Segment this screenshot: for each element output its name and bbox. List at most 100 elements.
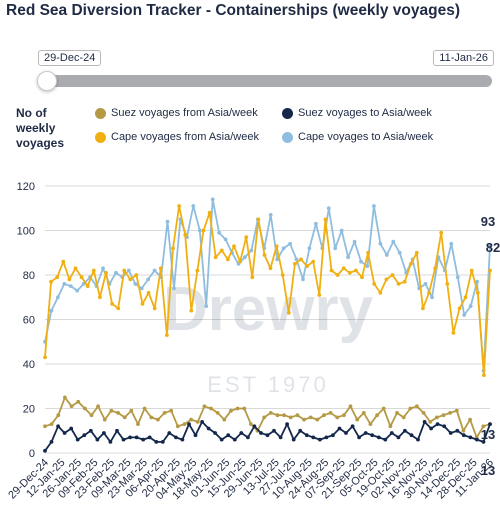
series-point-suez-from bbox=[375, 413, 379, 418]
series-point-cape-from bbox=[73, 266, 78, 271]
series-line-cape-to bbox=[44, 198, 491, 372]
series-point-suez-from bbox=[275, 413, 280, 418]
series-point-cape-from bbox=[299, 257, 303, 262]
series-point-suez-to bbox=[448, 431, 453, 435]
series-point-cape-from bbox=[457, 306, 462, 311]
series-point-suez-from bbox=[288, 415, 293, 420]
series-point-suez-to bbox=[174, 435, 178, 440]
date-range-slider[interactable]: 29-Dec-24 11-Jan-26 bbox=[0, 50, 500, 100]
series-point-suez-to bbox=[62, 431, 67, 435]
series-point-suez-from bbox=[342, 413, 346, 418]
series-point-suez-to bbox=[167, 431, 172, 435]
slider-handle[interactable] bbox=[37, 71, 57, 91]
y-tick-label-80: 80 bbox=[23, 270, 35, 282]
series-point-suez-to bbox=[134, 435, 139, 440]
series-point-cape-to bbox=[475, 279, 479, 284]
series-point-cape-from bbox=[427, 290, 431, 295]
series-point-cape-from bbox=[347, 270, 352, 275]
legend-item-suez-to[interactable]: Suez voyages to Asia/week bbox=[282, 107, 432, 119]
series-point-cape-from bbox=[475, 290, 480, 295]
series-point-cape-to bbox=[423, 282, 428, 286]
series-point-suez-from bbox=[215, 411, 220, 415]
series-point-suez-from bbox=[83, 406, 87, 411]
series-point-suez-to bbox=[461, 433, 466, 438]
series-point-cape-to bbox=[294, 257, 299, 262]
y-tick-label-100: 100 bbox=[17, 226, 35, 238]
series-point-suez-to bbox=[193, 433, 198, 438]
series-point-suez-from bbox=[209, 406, 213, 411]
series-point-suez-to bbox=[468, 435, 473, 440]
series-point-suez-from bbox=[222, 417, 227, 422]
series-point-cape-from bbox=[433, 266, 437, 271]
series-point-cape-from bbox=[317, 293, 322, 297]
series-point-suez-from bbox=[142, 406, 147, 411]
series-point-cape-from bbox=[91, 268, 96, 273]
series-point-cape-from bbox=[183, 233, 188, 237]
series-point-suez-to bbox=[206, 426, 211, 431]
series-point-cape-to bbox=[281, 246, 286, 251]
series-point-cape-from bbox=[201, 228, 206, 233]
series-point-cape-from bbox=[384, 277, 389, 282]
series-point-suez-to bbox=[370, 433, 375, 438]
legend-item-cape-to[interactable]: Cape voyages to Asia/week bbox=[282, 131, 433, 143]
series-point-suez-from bbox=[335, 415, 340, 420]
series-point-suez-to bbox=[43, 448, 47, 453]
y-tick-label-0: 0 bbox=[29, 448, 35, 460]
watermark-tagline: EST 1970 bbox=[207, 372, 328, 397]
series-point-suez-to bbox=[311, 435, 316, 440]
series-point-cape-from bbox=[311, 259, 316, 264]
end-label-suez-to: 13 bbox=[481, 463, 495, 478]
series-point-cape-from bbox=[140, 302, 145, 306]
series-point-suez-to bbox=[213, 431, 218, 435]
series-point-suez-to bbox=[226, 433, 231, 438]
series-point-cape-to bbox=[449, 241, 454, 246]
series-point-cape-to bbox=[191, 204, 196, 208]
series-point-cape-from bbox=[98, 295, 102, 300]
series-point-cape-from bbox=[451, 331, 456, 335]
y-tick-label-60: 60 bbox=[23, 315, 35, 327]
series-point-cape-to bbox=[391, 239, 396, 244]
series-point-suez-to bbox=[272, 428, 276, 433]
series-point-cape-from bbox=[372, 282, 377, 286]
series-point-cape-to bbox=[197, 228, 202, 233]
series-point-suez-to bbox=[291, 437, 296, 442]
legend-item-cape-from[interactable]: Cape voyages from Asia/week bbox=[95, 131, 259, 143]
series-point-suez-to bbox=[376, 435, 381, 440]
series-point-cape-to bbox=[165, 219, 170, 224]
series-point-cape-from bbox=[122, 268, 127, 273]
series-point-suez-from bbox=[415, 404, 419, 409]
legend-dot-cape-to bbox=[282, 131, 293, 143]
series-point-cape-to bbox=[133, 282, 138, 286]
series-point-cape-from bbox=[268, 266, 273, 271]
series-point-suez-from bbox=[308, 415, 313, 420]
series-point-suez-from bbox=[229, 408, 233, 413]
series-point-cape-from bbox=[238, 259, 243, 264]
series-point-cape-to bbox=[352, 239, 357, 244]
series-point-suez-to bbox=[442, 424, 447, 429]
series-point-suez-from bbox=[116, 411, 120, 415]
series-point-suez-from bbox=[189, 417, 194, 422]
series-point-suez-to bbox=[416, 437, 420, 442]
series-point-suez-to bbox=[160, 440, 165, 444]
series-point-suez-from bbox=[322, 413, 326, 418]
series-point-suez-to bbox=[285, 422, 289, 426]
series-point-suez-to bbox=[304, 433, 309, 438]
series-point-suez-to bbox=[350, 424, 355, 429]
series-point-cape-to bbox=[223, 237, 228, 242]
series-point-suez-from bbox=[242, 406, 247, 411]
series-point-suez-to bbox=[396, 435, 401, 440]
series-point-cape-to bbox=[346, 255, 350, 260]
series-point-suez-from bbox=[302, 417, 306, 422]
series-point-suez-from bbox=[56, 413, 61, 418]
series-point-cape-to bbox=[378, 241, 383, 246]
series-point-cape-to bbox=[172, 286, 176, 291]
series-point-suez-to bbox=[147, 435, 152, 440]
series-point-cape-from bbox=[286, 310, 291, 315]
legend-item-suez-from[interactable]: Suez voyages from Asia/week bbox=[95, 107, 258, 119]
series-line-suez-from bbox=[44, 396, 491, 439]
series-point-suez-to bbox=[69, 426, 74, 431]
series-point-cape-to bbox=[455, 275, 460, 280]
chart-title: Red Sea Diversion Tracker - Containershi… bbox=[6, 2, 460, 19]
slider-track[interactable] bbox=[44, 75, 492, 87]
series-point-cape-from bbox=[256, 217, 261, 222]
